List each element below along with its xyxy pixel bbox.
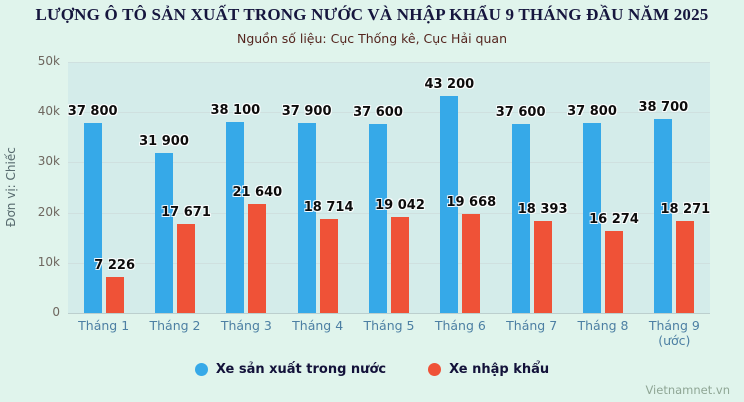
chart-title: LƯỢNG Ô TÔ SẢN XUẤT TRONG NƯỚC VÀ NHẬP K…: [35, 5, 709, 24]
bar-value-label: 31 900: [139, 133, 189, 149]
bar-value-label: 18 714: [303, 200, 354, 216]
bar-value-label: 38 700: [638, 99, 689, 115]
bar-value-label: 43 200: [424, 77, 475, 93]
legend-dot-icon: [194, 363, 208, 376]
bar-value-label: 37 900: [281, 103, 332, 119]
bar-value-label: 37 600: [353, 105, 403, 121]
y-tick-label: 40k: [37, 104, 60, 119]
bar-value-label: 37 800: [67, 104, 118, 120]
x-tick-label: Tháng 6: [434, 318, 486, 333]
gridline: [68, 162, 710, 164]
bar-import: [177, 224, 195, 313]
bar-import: [676, 221, 695, 313]
bar-domestic: [654, 118, 673, 313]
legend-item-import: Xe nhập khẩu: [428, 362, 549, 377]
y-tick-label: 0: [52, 305, 60, 319]
bar-import: [319, 219, 338, 313]
bar-value-label: 18 393: [517, 201, 568, 217]
bar-import: [248, 204, 267, 313]
bar-import: [462, 214, 481, 313]
gridline: [68, 313, 710, 314]
x-tick-label: Tháng 3: [220, 318, 272, 333]
bar-value-label: 37 800: [567, 104, 617, 120]
gridline: [68, 62, 710, 63]
watermark: Vietnamnet.vn: [645, 383, 730, 397]
y-tick-label: 30k: [37, 154, 60, 169]
bar-value-label: 21 640: [232, 185, 283, 201]
bar-domestic: [226, 121, 245, 313]
bar-value-label: 17 671: [161, 205, 211, 221]
x-tick-label: Tháng 4: [292, 318, 344, 333]
bar-value-label: 18 271: [660, 202, 711, 218]
legend-label: Xe sản xuất trong nước: [215, 362, 387, 377]
x-tick-label: Tháng 5: [363, 318, 415, 333]
bar-value-label: 37 600: [495, 105, 546, 121]
y-tick-label: 10k: [37, 254, 60, 269]
bar-import: [533, 220, 552, 313]
legend-label: Xe nhập khẩu: [449, 362, 550, 377]
gridline: [68, 212, 710, 214]
legend-dot-icon: [428, 363, 442, 376]
y-tick-label: 50k: [37, 54, 60, 68]
chart-subtitle: Nguồn số liệu: Cục Thống kê, Cục Hải qua…: [236, 31, 508, 46]
bar-import: [605, 231, 623, 313]
x-tick-label: Tháng 7: [506, 318, 558, 333]
y-tick-label: 20k: [37, 204, 60, 219]
legend-item-domestic: Xe sản xuất trong nước: [194, 362, 387, 377]
bar-value-label: 7 226: [94, 257, 136, 273]
x-tick-label: Tháng 1: [78, 318, 130, 333]
bar-value-label: 19 668: [446, 195, 497, 211]
x-tick-label: Tháng 9 (ước): [648, 318, 700, 348]
bar-value-label: 38 100: [210, 102, 261, 118]
bar-domestic: [83, 123, 102, 313]
plot-area: 37 800 31 900 38 100 37 900 37 600 43 200 37 6…: [68, 62, 710, 314]
gridline: [68, 262, 710, 264]
x-tick-label: Tháng 2: [149, 318, 201, 333]
bar-domestic: [583, 123, 601, 313]
bar-value-label: 16 274: [589, 212, 639, 228]
bar-import: [105, 276, 124, 313]
gridline: [68, 112, 710, 114]
bar-domestic: [297, 122, 316, 313]
x-tick-label: Tháng 8: [577, 318, 629, 333]
bar-domestic: [155, 152, 173, 313]
bar-value-label: 19 042: [375, 198, 425, 214]
bar-domestic: [440, 96, 459, 313]
bar-domestic: [511, 124, 530, 313]
bar-import: [391, 217, 409, 313]
legend: Xe sản xuất trong nước Xe nhập khẩu: [0, 362, 744, 377]
bar-domestic: [369, 124, 387, 313]
